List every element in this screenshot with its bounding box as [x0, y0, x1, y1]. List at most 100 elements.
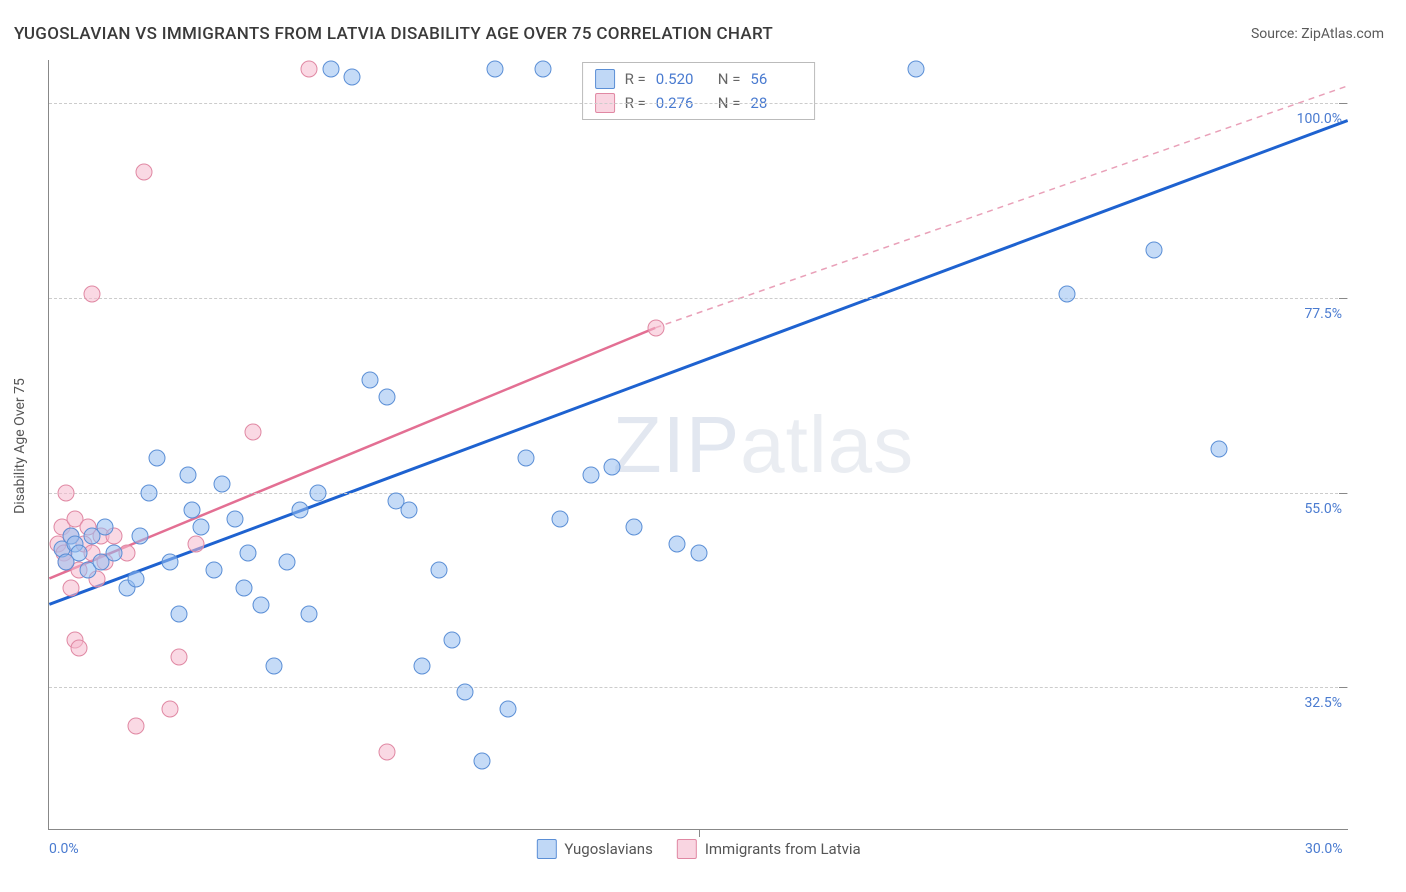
data-point [253, 597, 270, 614]
x-tick-label: 30.0% [1305, 841, 1343, 857]
data-point [106, 545, 123, 562]
data-point [136, 164, 153, 181]
data-point [184, 501, 201, 518]
scatter-chart: ZIPatlas R = 0.520 N = 56 R = 0.276 N = … [48, 60, 1348, 830]
data-point [582, 467, 599, 484]
data-point [669, 536, 686, 553]
data-point [205, 562, 222, 579]
data-point [626, 519, 643, 536]
data-point [127, 571, 144, 588]
data-point [552, 510, 569, 527]
data-point [292, 501, 309, 518]
data-point [457, 683, 474, 700]
y-tick-label: 100.0% [1297, 111, 1342, 127]
legend: Yugoslavians Immigrants from Latvia [536, 839, 860, 859]
stats-row-series-a: R = 0.520 N = 56 [595, 67, 803, 91]
x-tick [699, 829, 700, 837]
data-point [171, 648, 188, 665]
data-point [162, 700, 179, 717]
x-tick-label: 0.0% [49, 841, 79, 857]
data-point [379, 389, 396, 406]
y-axis-title: Disability Age Over 75 [12, 378, 28, 514]
data-point [97, 519, 114, 536]
data-point [400, 501, 417, 518]
data-point [127, 718, 144, 735]
grid-line [49, 298, 1348, 299]
data-point [474, 752, 491, 769]
y-tick-label: 77.5% [1304, 306, 1342, 322]
y-tick [1339, 298, 1347, 299]
data-point [244, 424, 261, 441]
data-point [188, 536, 205, 553]
data-point [84, 285, 101, 302]
data-point [58, 484, 75, 501]
swatch-series-a [595, 69, 615, 89]
source-prefix: Source: [1251, 26, 1301, 42]
data-point [344, 69, 361, 86]
y-tick-label: 32.5% [1304, 695, 1342, 711]
source-attribution: Source: ZipAtlas.com [1251, 26, 1384, 42]
data-point [431, 562, 448, 579]
stat-n-series-a: 56 [750, 67, 802, 91]
data-point [240, 545, 257, 562]
data-point [444, 631, 461, 648]
data-point [500, 700, 517, 717]
data-point [691, 545, 708, 562]
legend-item-series-a: Yugoslavians [536, 839, 653, 859]
data-point [214, 475, 231, 492]
data-point [227, 510, 244, 527]
data-point [162, 553, 179, 570]
stat-r-series-a: 0.520 [656, 67, 708, 91]
data-point [517, 449, 534, 466]
correlation-stats-box: R = 0.520 N = 56 R = 0.276 N = 28 [582, 62, 816, 120]
data-point [192, 519, 209, 536]
watermark-light: atlas [740, 400, 914, 489]
swatch-series-b [677, 839, 697, 859]
data-point [132, 527, 149, 544]
data-point [647, 320, 664, 337]
data-point [301, 60, 318, 77]
legend-label-series-a: Yugoslavians [564, 840, 653, 858]
watermark-bold: ZIP [613, 400, 740, 489]
data-point [179, 467, 196, 484]
data-point [171, 605, 188, 622]
chart-title: YUGOSLAVIAN VS IMMIGRANTS FROM LATVIA DI… [14, 24, 773, 44]
source-name: ZipAtlas.com [1301, 26, 1384, 42]
trend-line [49, 120, 1347, 604]
data-point [322, 60, 339, 77]
data-point [413, 657, 430, 674]
data-point [1146, 242, 1163, 259]
stat-label-r: R = [625, 67, 646, 91]
y-tick [1339, 687, 1347, 688]
data-point [907, 60, 924, 77]
data-point [1211, 441, 1228, 458]
data-point [487, 60, 504, 77]
data-point [301, 605, 318, 622]
grid-line [49, 493, 1348, 494]
y-tick-label: 55.0% [1304, 501, 1342, 517]
data-point [71, 640, 88, 657]
y-tick [1339, 493, 1347, 494]
watermark: ZIPatlas [613, 399, 914, 491]
trend-lines [49, 60, 1348, 829]
data-point [71, 545, 88, 562]
swatch-series-a [536, 839, 556, 859]
data-point [62, 579, 79, 596]
data-point [1059, 285, 1076, 302]
grid-line [49, 103, 1348, 104]
data-point [361, 372, 378, 389]
legend-label-series-b: Immigrants from Latvia [705, 840, 861, 858]
y-tick [1339, 103, 1347, 104]
grid-line [49, 687, 1348, 688]
trend-line [655, 86, 1347, 328]
data-point [309, 484, 326, 501]
data-point [149, 449, 166, 466]
data-point [279, 553, 296, 570]
data-point [535, 60, 552, 77]
data-point [266, 657, 283, 674]
legend-item-series-b: Immigrants from Latvia [677, 839, 861, 859]
stat-label-n: N = [718, 67, 741, 91]
data-point [140, 484, 157, 501]
data-point [379, 744, 396, 761]
data-point [604, 458, 621, 475]
